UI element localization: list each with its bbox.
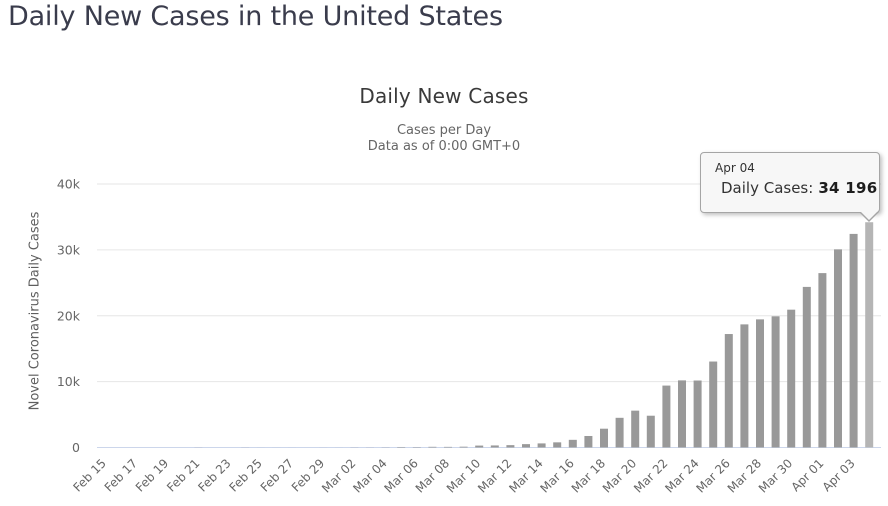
bar-mar-29[interactable]: [771, 316, 780, 448]
bar-mar-15[interactable]: [553, 442, 562, 448]
bar-mar-14[interactable]: [537, 443, 546, 448]
chart-subtitle-line2: Data as of 0:00 GMT+0: [367, 138, 521, 154]
x-axis-tick-label: Apr 03: [820, 456, 858, 494]
bar-mar-30[interactable]: [787, 309, 796, 448]
bar-mar-26[interactable]: [724, 334, 733, 448]
tooltip-arrow-fill: [860, 211, 878, 220]
x-axis-tick-label: Feb 27: [258, 456, 296, 494]
x-axis-tick-label: Mar 08: [413, 456, 452, 495]
bar-mar-10[interactable]: [475, 445, 484, 448]
x-axis-tick-label: Mar 06: [382, 456, 421, 495]
bar-mar-16[interactable]: [568, 439, 577, 448]
x-axis-tick-label: Mar 30: [756, 456, 795, 495]
bar-mar-19[interactable]: [615, 417, 624, 448]
x-axis-tick-label: Mar 12: [475, 456, 514, 495]
y-axis-tick-label: 40k: [57, 177, 81, 192]
bar-mar-27[interactable]: [740, 324, 749, 448]
y-axis-tick-label: 30k: [57, 242, 81, 257]
chart-subtitle: Cases per Day Data as of 0:00 GMT+0: [0, 123, 888, 154]
x-axis-tick-label: Mar 20: [600, 456, 639, 495]
x-axis-tick-label: Feb 25: [226, 456, 264, 494]
x-axis-tick-label: Mar 24: [662, 456, 701, 495]
bar-mar-22[interactable]: [662, 385, 671, 448]
bar-apr-03[interactable]: [849, 233, 858, 448]
bar-mar-24[interactable]: [693, 380, 702, 448]
y-axis-tick-label: 10k: [57, 374, 81, 389]
x-axis-tick-label: Apr 01: [788, 456, 826, 494]
bar-mar-21[interactable]: [646, 415, 655, 448]
bar-mar-17[interactable]: [584, 435, 593, 448]
x-axis-tick-label: Feb 19: [133, 456, 171, 494]
x-axis-tick-label: Mar 04: [350, 456, 389, 495]
x-axis-tick-label: Mar 14: [506, 456, 545, 495]
bar-mar-05[interactable]: [397, 446, 406, 448]
bar-mar-23[interactable]: [678, 380, 686, 448]
bar-mar-07[interactable]: [428, 446, 437, 448]
x-axis-tick-label: Mar 02: [319, 456, 358, 495]
x-axis-tick-label: Mar 16: [538, 456, 577, 495]
tooltip-date: Apr 04: [715, 161, 755, 175]
x-axis-tick-label: Feb 17: [102, 456, 140, 494]
tooltip-row: Daily Cases: 34 196: [715, 179, 877, 197]
x-axis-tick-label: Mar 10: [444, 456, 483, 495]
bar-mar-08[interactable]: [444, 446, 452, 448]
x-axis-tick-label: Mar 28: [725, 456, 764, 495]
bar-mar-20[interactable]: [631, 410, 640, 448]
bar-mar-31[interactable]: [802, 286, 811, 448]
bar-mar-12[interactable]: [506, 445, 515, 448]
x-axis-tick-label: Feb 15: [70, 456, 108, 494]
x-axis-tick-label: Mar 22: [631, 456, 670, 495]
x-axis-tick-label: Feb 23: [195, 456, 233, 494]
x-axis-tick-label: Mar 18: [569, 456, 608, 495]
y-axis-tick-label: 0: [72, 440, 80, 455]
y-axis-tick-label: 20k: [57, 308, 81, 323]
tooltip-series-label: Daily Cases:: [721, 179, 814, 197]
page-title: Daily New Cases in the United States: [8, 1, 503, 32]
x-axis-tick-label: Feb 21: [164, 456, 202, 494]
chart-title: Daily New Cases: [359, 84, 529, 108]
x-axis-tick-label: Mar 26: [694, 456, 733, 495]
bar-mar-09[interactable]: [459, 446, 468, 448]
bar-apr-01[interactable]: [818, 273, 827, 448]
bar-mar-11[interactable]: [490, 445, 499, 448]
chart-tooltip: Apr 04 Daily Cases: 34 196: [700, 152, 880, 222]
bar-apr-04[interactable]: [865, 222, 874, 448]
bar-mar-13[interactable]: [522, 444, 530, 448]
bar-mar-18[interactable]: [600, 428, 608, 448]
tooltip-value: 34 196: [818, 179, 878, 197]
bar-mar-28[interactable]: [756, 319, 764, 448]
chart-subtitle-line1: Cases per Day: [396, 123, 492, 138]
bar-mar-25[interactable]: [709, 361, 718, 448]
bar-apr-02[interactable]: [834, 249, 842, 448]
